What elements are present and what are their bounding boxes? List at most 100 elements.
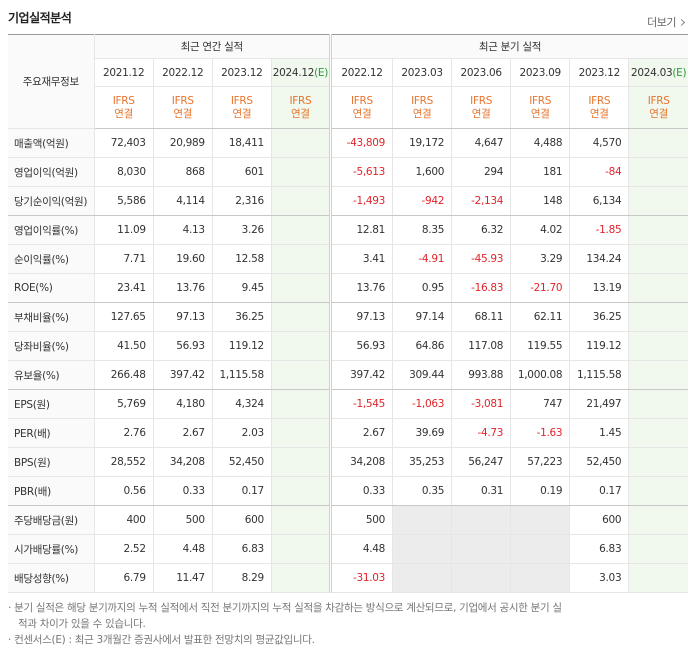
basis-header: IFRS 연결 (152, 86, 213, 129)
value-cell: 0.95 (392, 273, 452, 303)
value-cell (270, 215, 331, 245)
row-header: 영업이익(억원) (8, 157, 95, 187)
header-row: 주요재무정보 최근 연간 실적 최근 분기 실적 (8, 34, 688, 129)
value-cell: 117.08 (451, 331, 511, 361)
value-cell: 309.44 (392, 360, 452, 390)
data-row: PBR(배) 0.56 0.33 0.17 0.33 0.35 0.31 0.19 0.17 (8, 476, 688, 506)
value-cell (628, 418, 688, 448)
value-cell: -21.70 (510, 273, 570, 303)
value-cell: 35,253 (392, 447, 452, 477)
value-cell: 56.93 (152, 331, 213, 361)
value-cell: 4,647 (451, 128, 511, 158)
value-cell: 7.71 (93, 244, 154, 274)
value-cell: -84 (569, 157, 629, 187)
value-cell (270, 505, 331, 535)
value-cell (628, 186, 688, 216)
value-cell: 97.13 (152, 302, 213, 332)
period-label: 2023.12 (221, 66, 263, 79)
value-cell (628, 273, 688, 303)
value-cell: 13.19 (569, 273, 629, 303)
basis-text: IFRS (411, 94, 433, 107)
basis-header: IFRS 연결 (328, 86, 393, 129)
value-cell (451, 563, 511, 593)
estimate-mark: (E) (314, 66, 329, 79)
value-cell: 8,030 (93, 157, 154, 187)
value-cell: 1,115.58 (569, 360, 629, 390)
value-cell (392, 505, 452, 535)
value-cell: 5,769 (93, 389, 154, 419)
basis-text: 연결 (471, 107, 491, 120)
value-cell (628, 157, 688, 187)
data-row: 영업이익률(%) 11.09 4.13 3.26 12.81 8.35 6.32 4.02 -1… (8, 215, 688, 245)
basis-text: IFRS (470, 94, 493, 107)
value-cell: 97.13 (328, 302, 393, 332)
period-row: 2021.12 2022.12 2023.12 2024.12(E) 2022.12 20… (8, 58, 688, 87)
value-cell (628, 505, 688, 535)
period-label: 2023.06 (460, 66, 502, 79)
value-cell: 34,208 (152, 447, 213, 477)
value-cell: 294 (451, 157, 511, 187)
value-cell (628, 302, 688, 332)
value-cell: 23.41 (93, 273, 154, 303)
value-cell: 134.24 (569, 244, 629, 274)
value-cell (270, 447, 331, 477)
value-cell: -4.91 (392, 244, 452, 274)
more-link[interactable]: 더보기 (647, 14, 684, 30)
value-cell: 0.31 (451, 476, 511, 506)
period-header: 2023.06 (451, 58, 511, 87)
corner-cell: 주요재무정보 (8, 34, 95, 129)
value-cell: 19,172 (392, 128, 452, 158)
value-cell: 11.47 (152, 563, 213, 593)
value-cell: -45.93 (451, 244, 511, 274)
value-cell: 0.17 (211, 476, 272, 506)
value-cell: 9.45 (211, 273, 272, 303)
row-header: 시가배당률(%) (8, 534, 95, 564)
value-cell (270, 128, 331, 158)
value-cell: -43,809 (328, 128, 393, 158)
value-cell: 5,586 (93, 186, 154, 216)
value-cell: 4.02 (510, 215, 570, 245)
value-cell (392, 534, 452, 564)
basis-text: IFRS (230, 94, 253, 107)
basis-text: IFRS (529, 94, 552, 107)
value-cell (270, 418, 331, 448)
value-cell: 4.48 (328, 534, 393, 564)
value-cell: 3.41 (328, 244, 393, 274)
value-cell (628, 331, 688, 361)
value-cell: 4.13 (152, 215, 213, 245)
basis-header: IFRS 연결 (93, 86, 154, 129)
value-cell: 4,570 (569, 128, 629, 158)
data-row: 영업이익(억원) 8,030 868 601 -5,613 1,600 294 181 -84 (8, 157, 688, 187)
value-cell: -31.03 (328, 563, 393, 593)
value-cell: 56.93 (328, 331, 393, 361)
group-header: 최근 분기 실적 (328, 34, 688, 59)
row-header: 영업이익률(%) (8, 215, 95, 245)
data-row: 순이익률(%) 7.71 19.60 12.58 3.41 -4.91 -45.93 3.29… (8, 244, 688, 274)
basis-text: IFRS (171, 94, 194, 107)
value-cell: 56,247 (451, 447, 511, 477)
basis-text: 연결 (530, 107, 550, 120)
value-cell (270, 331, 331, 361)
value-cell: 3.26 (211, 215, 272, 245)
value-cell (628, 476, 688, 506)
row-header: PER(배) (8, 418, 95, 448)
value-cell: 1,115.58 (211, 360, 272, 390)
value-cell: 3.29 (510, 244, 570, 274)
value-cell: 36.25 (211, 302, 272, 332)
data-row: 배당성향(%) 6.79 11.47 8.29 -31.03 3.03 (8, 563, 688, 593)
value-cell: 0.19 (510, 476, 570, 506)
row-header: BPS(원) (8, 447, 95, 477)
value-cell: 0.33 (328, 476, 393, 506)
value-cell (270, 157, 331, 187)
period-header: 2022.12 (328, 58, 393, 87)
value-cell: -1.63 (510, 418, 570, 448)
value-cell: 2.03 (211, 418, 272, 448)
value-cell: 397.42 (328, 360, 393, 390)
value-cell: 119.12 (569, 331, 629, 361)
value-cell (270, 302, 331, 332)
value-cell (510, 534, 570, 564)
value-cell (451, 534, 511, 564)
basis-text: IFRS (112, 94, 135, 107)
value-cell: 1,000.08 (510, 360, 570, 390)
